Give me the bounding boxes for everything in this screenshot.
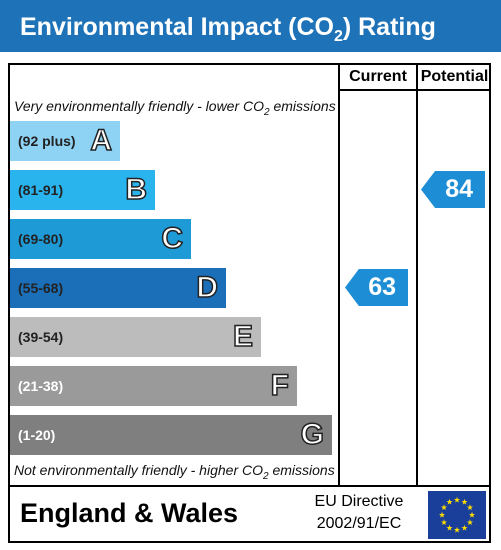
directive-line-2: 2002/91/EC <box>316 515 402 532</box>
chart-title: Environmental Impact (CO2) Rating <box>20 13 436 45</box>
column-header-divider <box>338 89 491 91</box>
band-letter: E <box>232 319 254 354</box>
eu-star-icon <box>461 498 468 505</box>
eu-star-icon <box>466 504 474 511</box>
band-e: (39-54) E <box>10 317 261 357</box>
band-letter: G <box>300 417 325 452</box>
eu-star-icon <box>440 504 448 511</box>
eu-star-icon <box>468 511 476 518</box>
band-letter: D <box>196 270 219 305</box>
eu-star-icon <box>461 524 468 531</box>
eu-star-icon <box>438 511 446 518</box>
current-rating-value: 63 <box>368 273 396 301</box>
footer-region: England & Wales <box>20 498 239 528</box>
band-range-label: (81-91) <box>18 182 64 198</box>
potential-column-header: Potential <box>420 68 489 85</box>
band-range-label: (1-20) <box>18 427 56 443</box>
potential-column-divider <box>416 63 418 486</box>
band-letter: F <box>270 368 290 403</box>
eu-star-icon <box>453 496 461 503</box>
band-range-label: (55-68) <box>18 280 64 296</box>
band-f: (21-38) F <box>10 366 297 406</box>
band-range-label: (69-80) <box>18 231 64 247</box>
footer-directive: EU Directive 2002/91/EC <box>299 491 419 535</box>
band-g: (1-20) G <box>10 415 332 455</box>
potential-rating-marker: 84 <box>421 171 485 208</box>
band-letter: C <box>161 221 184 256</box>
eu-star-icon <box>446 524 453 531</box>
current-column-header: Current <box>349 68 407 85</box>
band-range-label: (21-38) <box>18 378 64 394</box>
band-letter: A <box>90 123 113 158</box>
band-c: (69-80) C <box>10 219 191 259</box>
eu-star-icon <box>466 519 474 526</box>
band-a: (92 plus) A <box>10 121 120 161</box>
band-letter: B <box>125 172 148 207</box>
bottom-note: Not environmentally friendly - higher CO… <box>14 462 335 482</box>
top-note: Very environmentally friendly - lower CO… <box>14 98 336 118</box>
current-column-divider <box>338 63 340 486</box>
eu-flag-icon <box>428 491 486 539</box>
chart-header: Environmental Impact (CO2) Rating <box>0 0 501 52</box>
footer-divider <box>8 485 491 487</box>
current-rating-marker: 63 <box>345 269 408 306</box>
potential-rating-value: 84 <box>445 175 473 203</box>
band-b: (81-91) B <box>10 170 155 210</box>
eu-star-icon <box>453 526 461 533</box>
band-d: (55-68) D <box>10 268 226 308</box>
chart-frame <box>8 63 491 543</box>
band-range-label: (39-54) <box>18 329 64 345</box>
directive-line-1: EU Directive <box>314 493 404 510</box>
eu-star-icon <box>446 498 453 505</box>
band-range-label: (92 plus) <box>18 133 76 149</box>
eu-star-icon <box>440 519 448 526</box>
